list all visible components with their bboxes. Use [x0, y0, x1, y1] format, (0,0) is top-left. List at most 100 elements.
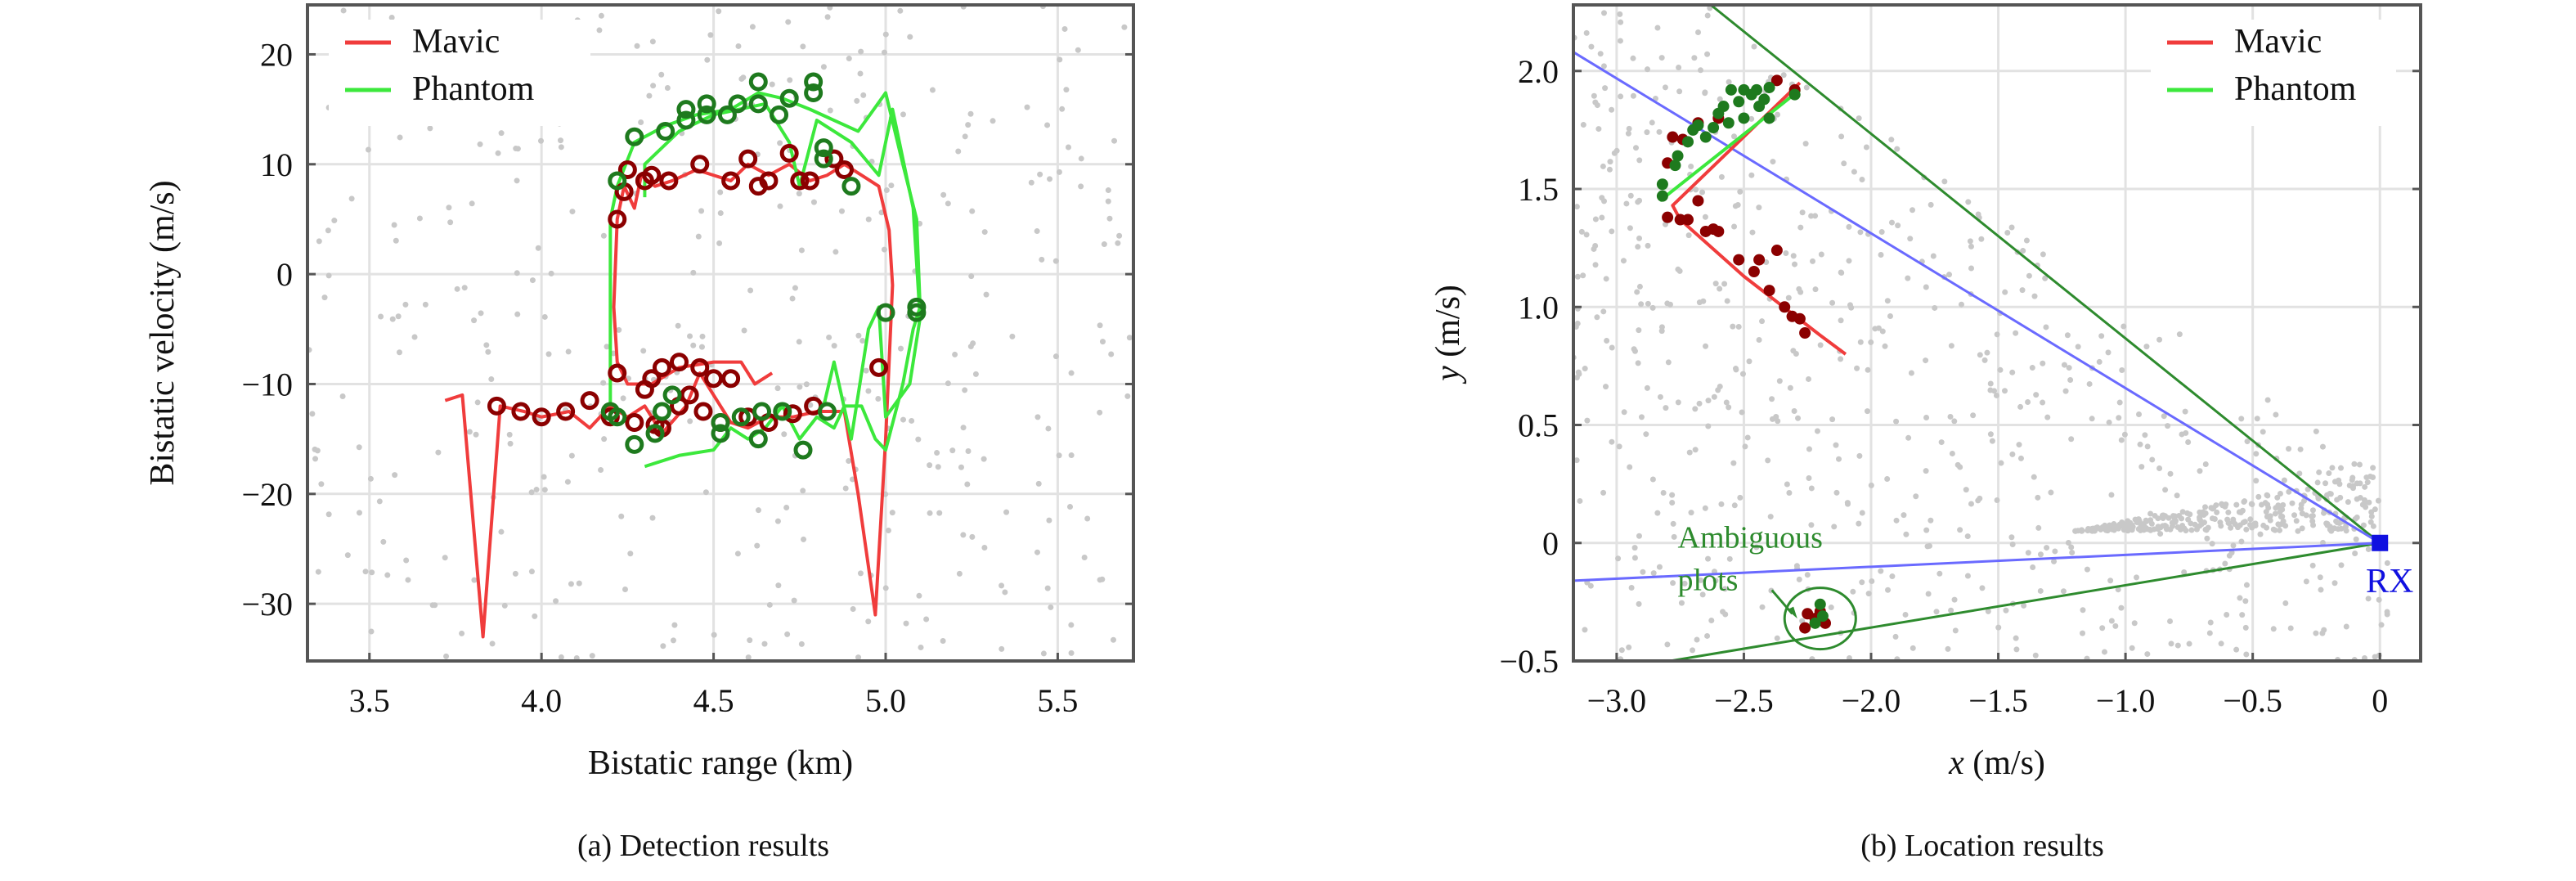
sector-boundary-line	[1710, 5, 2381, 544]
clutter-point	[1796, 285, 1802, 292]
clutter-point	[2304, 486, 2311, 492]
clutter-point	[831, 343, 837, 349]
clutter-point	[827, 107, 833, 114]
mavic-detection-marker	[670, 353, 689, 372]
mavic-location-marker	[1662, 211, 1674, 223]
clutter-point	[443, 653, 450, 659]
clutter-point	[1606, 166, 1613, 173]
clutter-point	[416, 215, 423, 222]
clutter-point	[2239, 507, 2246, 514]
clutter-point	[627, 551, 634, 557]
clutter-point	[1660, 489, 1667, 496]
x-tick-label: −0.5	[2223, 682, 2282, 719]
clutter-point	[2174, 642, 2181, 649]
clutter-point	[1859, 579, 1865, 586]
mavic-detection-marker	[642, 165, 662, 185]
clutter-point	[2228, 550, 2235, 556]
clutter-point	[1599, 195, 1605, 201]
phantom-detection-marker	[748, 94, 768, 114]
clutter-point	[927, 462, 933, 469]
clutter-point	[2116, 415, 2122, 421]
clutter-point	[1675, 399, 1681, 406]
clutter-point	[2156, 465, 2163, 472]
clutter-point	[716, 8, 722, 15]
clutter-point	[936, 510, 943, 516]
clutter-point	[2238, 416, 2245, 422]
phantom-location-marker	[1753, 101, 1766, 113]
clutter-point	[698, 208, 705, 214]
clutter-point	[1081, 554, 1088, 560]
clutter-point	[1889, 573, 1896, 580]
clutter-point	[1068, 622, 1075, 628]
mavic-detection-marker	[608, 363, 627, 383]
clutter-point	[598, 12, 604, 19]
clutter-point	[369, 569, 375, 576]
clutter-point	[2026, 272, 2032, 279]
clutter-point	[671, 622, 678, 628]
clutter-point	[1790, 253, 1797, 259]
clutter-point	[1613, 147, 1620, 154]
clutter-point	[1056, 169, 1062, 175]
clutter-point	[2009, 451, 2016, 457]
clutter-point	[447, 219, 454, 226]
clutter-point	[1878, 568, 1884, 574]
clutter-point	[2162, 487, 2169, 493]
x-axis-variable: x	[1948, 744, 1964, 782]
phantom-detection-marker	[752, 402, 771, 421]
clutter-point	[934, 450, 940, 456]
clutter-point	[745, 654, 752, 661]
clutter-point	[1946, 272, 1953, 278]
clutter-point	[2370, 523, 2376, 529]
clutter-point	[1951, 596, 1958, 603]
clutter-point	[2064, 332, 2071, 339]
clutter-point	[396, 349, 402, 356]
clutter-point	[2013, 330, 2019, 336]
mavic-location-marker	[1667, 131, 1679, 143]
phantom-location-marker	[1692, 119, 1704, 132]
clutter-point	[1910, 207, 1916, 214]
clutter-point	[2009, 369, 2016, 375]
clutter-point	[1645, 300, 1651, 307]
clutter-point	[1954, 461, 1961, 468]
clutter-point	[325, 227, 331, 234]
clutter-point	[2238, 538, 2245, 545]
clutter-point	[2296, 470, 2303, 477]
clutter-point	[1583, 29, 1590, 36]
clutter-point	[2357, 494, 2363, 501]
mavic-location-marker	[1779, 301, 1791, 313]
clutter-point	[1692, 406, 1699, 412]
clutter-point	[495, 150, 501, 156]
clutter-point	[1575, 369, 1582, 375]
clutter-point	[1671, 533, 1677, 540]
clutter-point	[1749, 229, 1756, 236]
clutter-point	[675, 322, 681, 329]
clutter-point	[1722, 611, 1729, 618]
clutter-point	[2065, 540, 2071, 546]
clutter-point	[2174, 492, 2180, 499]
clutter-point	[2187, 511, 2193, 518]
phantom-location-marker	[1722, 117, 1735, 129]
mavic-location-marker	[1753, 254, 1766, 266]
clutter-point	[2040, 399, 2046, 406]
clutter-point	[1627, 192, 1634, 199]
clutter-point	[1987, 380, 1994, 387]
clutter-point	[362, 569, 369, 575]
clutter-point	[2129, 645, 2135, 651]
clutter-point	[2354, 480, 2360, 487]
mavic-location-marker	[1793, 312, 1806, 325]
phantom-detection-marker	[697, 105, 716, 124]
clutter-point	[1592, 216, 1599, 222]
phantom-detection-marker	[697, 94, 716, 114]
clutter-point	[918, 644, 924, 650]
clutter-point	[2107, 578, 2114, 584]
clutter-point	[1863, 144, 1869, 151]
clutter-point	[1838, 356, 1844, 362]
clutter-point	[1792, 261, 1798, 267]
clutter-point	[622, 586, 628, 592]
ambiguous-region-ellipse	[1783, 587, 1857, 651]
clutter-point	[1878, 229, 1885, 236]
clutter-point	[2319, 540, 2326, 546]
clutter-point	[2338, 525, 2345, 532]
clutter-point	[2378, 622, 2385, 628]
clutter-point	[2031, 474, 2037, 480]
